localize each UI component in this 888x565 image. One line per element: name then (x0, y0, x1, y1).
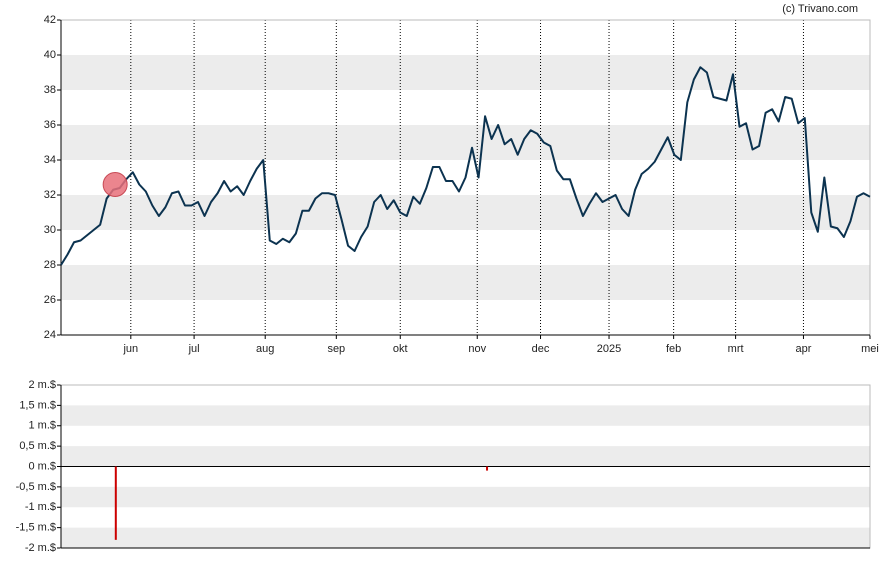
y-tick-label: 38 (44, 84, 56, 96)
y-tick-label: 32 (44, 189, 56, 201)
grid-band (61, 405, 870, 426)
y-tick-label: 0,5 m.$ (19, 440, 56, 452)
x-tick-label: aug (256, 343, 274, 355)
grid-band (61, 527, 870, 548)
grid-band (61, 446, 870, 467)
y-tick-label: -1,5 m.$ (16, 522, 56, 534)
x-tick-label: apr (796, 343, 812, 355)
x-tick-label: jul (188, 343, 200, 355)
x-tick-label: mrt (728, 343, 744, 355)
y-tick-label: 1 m.$ (28, 420, 56, 432)
y-tick-label: -0,5 m.$ (16, 481, 56, 493)
bar (114, 466, 117, 540)
y-tick-label: 24 (44, 329, 56, 341)
y-tick-label: 30 (44, 224, 56, 236)
x-tick-label: 2025 (597, 343, 621, 355)
bar (486, 466, 489, 471)
y-tick-label: 0 m.$ (28, 460, 56, 472)
y-tick-label: 34 (44, 154, 56, 166)
x-tick-label: mei (861, 343, 879, 355)
y-tick-label: 1,5 m.$ (19, 399, 56, 411)
x-tick-label: sep (327, 343, 345, 355)
grid-band (61, 265, 870, 300)
x-tick-label: okt (393, 343, 408, 355)
y-tick-label: 36 (44, 119, 56, 131)
y-tick-label: 26 (44, 294, 56, 306)
y-tick-label: 2 m.$ (28, 379, 56, 391)
y-tick-label: -1 m.$ (25, 501, 56, 513)
grid-band (61, 125, 870, 160)
event-marker (102, 172, 128, 197)
grid-band (61, 55, 870, 90)
y-tick-label: 40 (44, 49, 56, 61)
x-tick-label: dec (532, 343, 550, 355)
x-tick-label: feb (666, 343, 681, 355)
credit: (c) Trivano.com (782, 3, 858, 15)
grid-band (61, 486, 870, 508)
x-tick-label: nov (468, 343, 486, 355)
y-tick-label: 28 (44, 259, 56, 271)
price-line (60, 66, 871, 266)
x-tick-label: jun (122, 343, 138, 355)
y-tick-label: -2 m.$ (25, 542, 56, 554)
y-tick-label: 42 (44, 14, 56, 26)
